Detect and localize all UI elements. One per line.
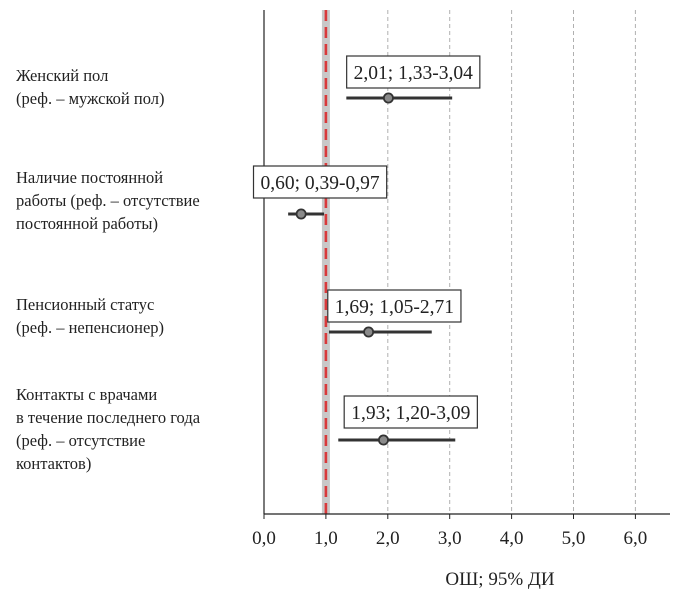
row-label-line: контактов) bbox=[16, 454, 92, 473]
row-label-line: (реф. – отсутствие bbox=[16, 431, 146, 450]
row-label-line: Наличие постоянной bbox=[16, 168, 164, 187]
x-tick-label: 1,0 bbox=[314, 528, 338, 549]
annotation-box bbox=[346, 55, 481, 89]
annotation-text: 0,60; 0,39-0,97 bbox=[261, 173, 380, 194]
annotation-text: 2,01; 1,33-3,04 bbox=[354, 63, 473, 84]
x-tick-label: 2,0 bbox=[376, 528, 400, 549]
x-axis: 0,0 1,0 2,0 3,0 4,0 5,0 6,0 bbox=[252, 10, 670, 549]
forest-row: 1,93; 1,20-3,09 bbox=[338, 395, 478, 446]
row-label-line: (реф. – непенсионер) bbox=[16, 318, 165, 337]
annotation-box bbox=[343, 395, 478, 429]
reference-band bbox=[321, 10, 330, 514]
row-label-line: Контакты с врачами bbox=[16, 385, 158, 404]
row-label-line: Пенсионный статус bbox=[16, 295, 155, 314]
row-label-line: в течение последнего года bbox=[16, 408, 201, 427]
x-tick-label: 0,0 bbox=[252, 528, 276, 549]
row-label: Женский пол (реф. – мужской пол) bbox=[16, 64, 256, 110]
x-axis-title: ОШ; 95% ДИ bbox=[445, 569, 554, 590]
rows-layer: 2,01; 1,33-3,04 0,60; 0,39-0,97 1,69; 1,05… bbox=[252, 55, 481, 446]
x-tick-label: 3,0 bbox=[438, 528, 462, 549]
or-point bbox=[295, 208, 307, 220]
row-label-line: Женский пол bbox=[16, 66, 109, 85]
row-label: Наличие постоянной работы (реф. – отсутст… bbox=[16, 166, 256, 235]
forest-row: 1,69; 1,05-2,71 bbox=[327, 289, 462, 338]
row-label: Пенсионный статус (реф. – непенсионер) bbox=[16, 293, 256, 339]
x-tick-label: 4,0 bbox=[500, 528, 524, 549]
x-tick-label: 5,0 bbox=[562, 528, 586, 549]
x-tick-label: 6,0 bbox=[624, 528, 648, 549]
forest-row: 0,60; 0,39-0,97 bbox=[252, 165, 388, 220]
forest-row: 2,01; 1,33-3,04 bbox=[346, 55, 481, 104]
annotation-text: 1,69; 1,05-2,71 bbox=[335, 297, 454, 318]
row-label-line: (реф. – мужской пол) bbox=[16, 89, 165, 108]
reference-line-group bbox=[321, 10, 330, 514]
annotation-box bbox=[252, 165, 388, 199]
row-label: Контакты с врачами в течение последнего г… bbox=[16, 383, 256, 475]
grid-layer bbox=[387, 10, 636, 514]
or-point bbox=[363, 326, 375, 338]
or-point bbox=[382, 92, 394, 104]
row-label-line: работы (реф. – отсутствие bbox=[16, 191, 200, 210]
or-point bbox=[377, 434, 389, 446]
row-label-line: постоянной работы) bbox=[16, 214, 158, 233]
annotation-text: 1,93; 1,20-3,09 bbox=[351, 403, 470, 424]
annotation-box bbox=[327, 289, 462, 323]
